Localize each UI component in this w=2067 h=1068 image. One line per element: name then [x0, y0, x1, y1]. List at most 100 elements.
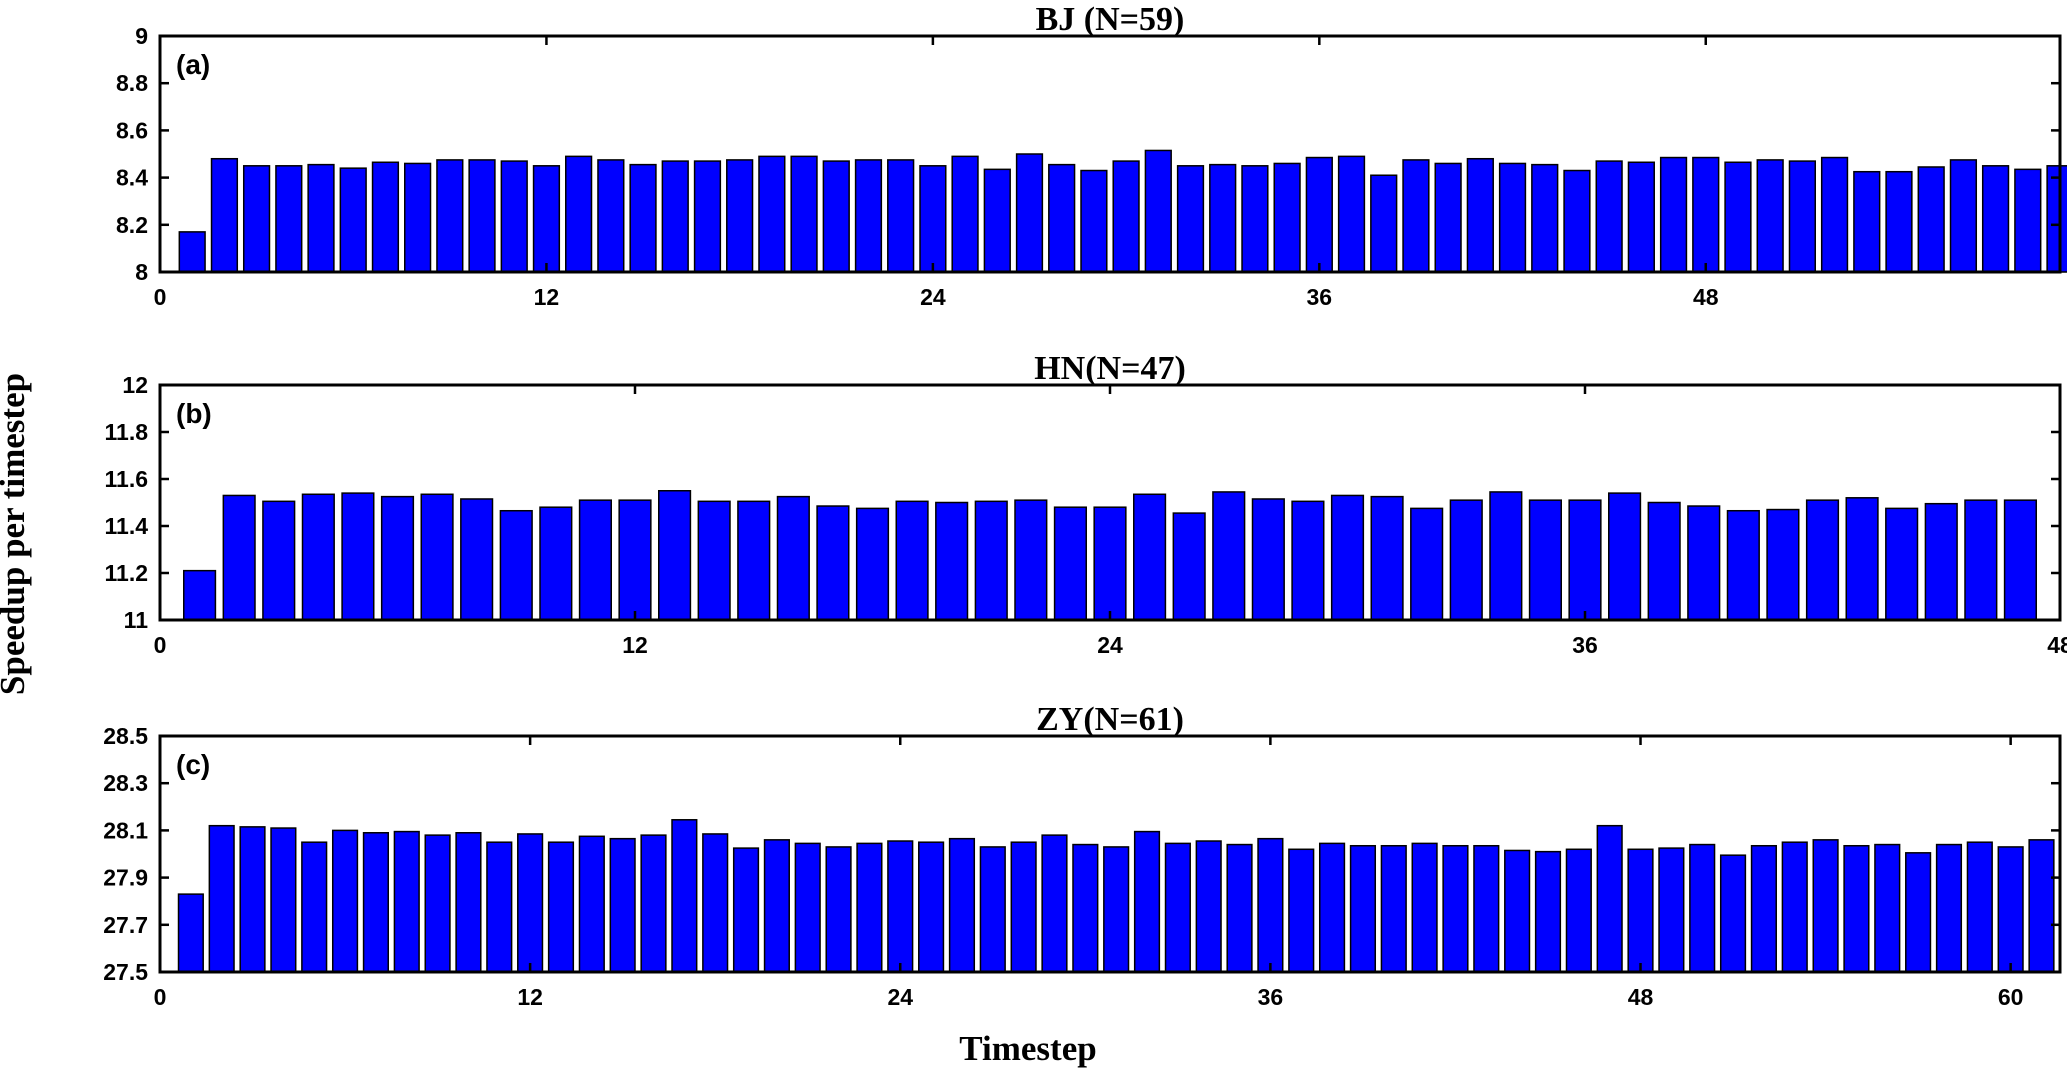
- bar-16: [640, 834, 667, 973]
- bar-54: [1812, 839, 1839, 973]
- x-tick-label-60: 60: [1998, 984, 2024, 1010]
- bar-14: [697, 500, 731, 621]
- bar-32: [1133, 830, 1161, 973]
- bar-10: [539, 506, 573, 621]
- bar-45: [1595, 160, 1623, 273]
- bar-10: [468, 159, 496, 273]
- bar-21: [974, 500, 1008, 621]
- bar-37: [1288, 848, 1315, 973]
- bar-17: [816, 505, 850, 621]
- bar-20: [763, 839, 790, 973]
- bar-29: [1041, 834, 1068, 973]
- y-tick-label-11.6: 11.6: [105, 466, 149, 492]
- bar-23: [887, 159, 915, 273]
- bar-27: [979, 846, 1006, 973]
- bar-33: [1164, 842, 1191, 973]
- bar-28: [1251, 498, 1285, 621]
- bar-27: [1212, 491, 1246, 621]
- bar-54: [1885, 170, 1913, 273]
- bar-18: [855, 507, 890, 621]
- bar-44: [1885, 507, 1919, 621]
- x-tick-label-36: 36: [1258, 984, 1284, 1010]
- bar-46: [1627, 161, 1655, 273]
- panel-label: (c): [176, 749, 210, 780]
- bar-14: [597, 159, 625, 273]
- bar-33: [1209, 163, 1237, 273]
- bar-30: [1112, 160, 1140, 273]
- bar-31: [1144, 149, 1172, 273]
- y-tick-label-8.8: 8.8: [116, 70, 148, 96]
- x-tick-label-24: 24: [1097, 632, 1123, 658]
- y-tick-label-11.8: 11.8: [105, 419, 149, 445]
- x-tick-label-48: 48: [2047, 632, 2067, 658]
- bar-13: [565, 155, 593, 273]
- y-tick-label-8.2: 8.2: [116, 212, 148, 238]
- chart-panel-2: 0 12 24 36 48 11 11.2 11.4 11.6 11.8 12 HN(N=47) (b): [105, 350, 2067, 658]
- bar-39: [1402, 159, 1430, 273]
- bar-41: [1466, 157, 1494, 273]
- bar-25: [918, 841, 945, 973]
- bar-38: [1318, 842, 1346, 973]
- bar-35: [1528, 499, 1562, 621]
- panel-title: HN(N=47): [1034, 350, 1186, 387]
- bar-6: [331, 829, 359, 973]
- bar-40: [1380, 844, 1407, 973]
- bar-3: [262, 500, 296, 621]
- bar-35: [1226, 843, 1253, 973]
- bar-20: [790, 155, 818, 273]
- bar-8: [393, 830, 420, 973]
- bar-9: [436, 159, 464, 273]
- x-tick-label-0: 0: [154, 632, 167, 658]
- bar-14: [578, 835, 605, 973]
- bar-11: [500, 160, 528, 273]
- bar-34: [1195, 840, 1222, 973]
- bar-41: [1766, 508, 1800, 621]
- bar-15: [609, 837, 636, 973]
- bar-7: [371, 161, 400, 273]
- bar-38: [1647, 501, 1681, 621]
- bar-39: [1349, 844, 1377, 973]
- y-tick-label-11.2: 11.2: [105, 560, 149, 586]
- y-tick-label-9: 9: [135, 23, 148, 49]
- bar-15: [737, 500, 771, 621]
- x-tick-label-36: 36: [1572, 632, 1598, 658]
- bar-24: [887, 840, 914, 973]
- bar-53: [1853, 170, 1881, 273]
- bar-24: [1093, 506, 1127, 621]
- chart-panel-3: 0 12 24 36 48 60 27.5 27.7 27.9 28.1 28.3 28.5 ZY(N=…: [103, 701, 2062, 1010]
- y-tick-label-8.6: 8.6: [116, 117, 148, 143]
- panel-title: ZY(N=61): [1036, 701, 1184, 738]
- bar-1: [178, 231, 206, 273]
- bar-35: [1273, 162, 1301, 273]
- bar-28: [1048, 163, 1076, 273]
- bar-18: [726, 159, 754, 273]
- bar-12: [618, 499, 652, 621]
- bar-43: [1531, 163, 1559, 273]
- bar-56: [1874, 843, 1901, 973]
- bar-43: [1845, 497, 1879, 621]
- y-tick-label-27.7: 27.7: [103, 912, 148, 938]
- bar-8: [460, 498, 494, 621]
- x-axis-label: Timestep: [959, 1029, 1096, 1068]
- bar-45: [1534, 850, 1562, 973]
- bar-46: [1964, 499, 1998, 621]
- plot-frame: [158, 34, 2062, 274]
- chart-panel-1: 0 12 24 36 48 8 8.2 8.4 8.6 8.8 9 BJ (N=59) (a): [116, 1, 2067, 310]
- bar-47: [2003, 499, 2037, 621]
- y-tick-label-28.3: 28.3: [103, 770, 148, 796]
- bar-56: [1949, 159, 1978, 273]
- bar-36: [1568, 499, 1602, 621]
- bar-6: [380, 495, 415, 621]
- bar-19: [732, 847, 760, 973]
- bar-20: [935, 501, 969, 621]
- bar-3: [242, 165, 271, 273]
- bar-36: [1257, 837, 1284, 973]
- bar-19: [895, 500, 929, 621]
- bar-34: [1241, 165, 1269, 273]
- x-tick-label-12: 12: [622, 632, 648, 658]
- bar-45: [1924, 502, 1958, 621]
- y-axis-label: Speedup per timestep: [0, 373, 32, 695]
- bar-61: [2028, 839, 2055, 973]
- bar-42: [1442, 844, 1469, 973]
